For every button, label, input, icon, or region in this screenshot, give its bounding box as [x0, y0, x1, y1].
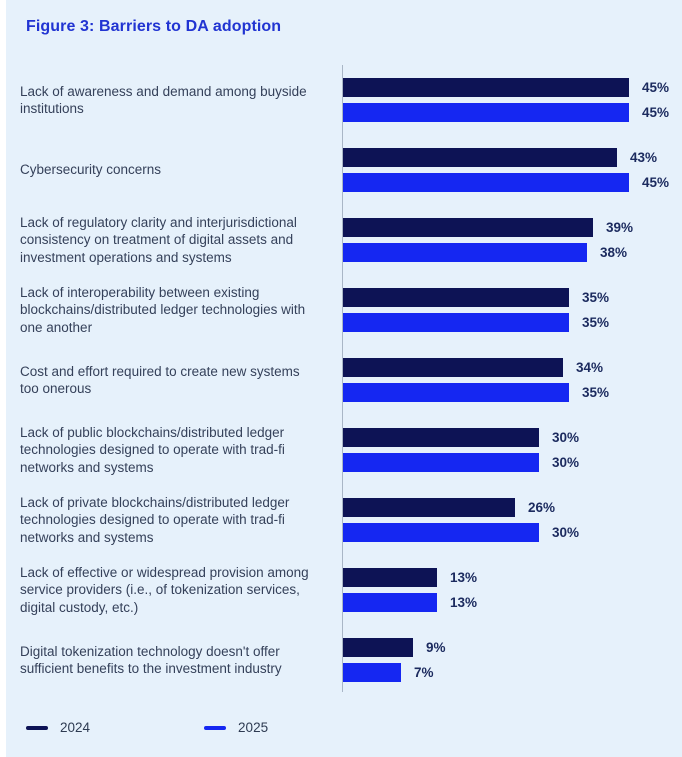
bar-line-2024: 45% [343, 78, 669, 97]
bar-pair: 13% 13% [343, 568, 477, 612]
value-label-2025: 30% [552, 455, 580, 470]
chart-row: Lack of regulatory clarity and interjuri… [6, 206, 682, 274]
bar-pair: 30% 30% [343, 428, 579, 472]
bar-line-2024: 26% [343, 498, 579, 517]
bar-line-2024: 43% [343, 148, 669, 167]
bar-2024 [343, 148, 617, 167]
value-label-2024: 35% [582, 290, 610, 305]
category-label: Cost and effort required to create new s… [20, 363, 300, 396]
value-label-2024: 26% [528, 500, 556, 515]
value-label-2024: 39% [606, 220, 634, 235]
chart-row: Cost and effort required to create new s… [6, 346, 682, 414]
bar-chart: Lack of awareness and demand among buysi… [6, 0, 682, 757]
legend: 2024 2025 [26, 720, 268, 735]
bar-2025 [343, 243, 587, 262]
bar-2024 [343, 218, 593, 237]
bar-pair: 26% 30% [343, 498, 579, 542]
bar-2024 [343, 638, 413, 657]
bar-2025 [343, 523, 539, 542]
value-label-2025: 35% [582, 385, 610, 400]
bar-pair: 45% 45% [343, 78, 669, 122]
value-label-2025: 45% [642, 175, 670, 190]
bar-line-2024: 35% [343, 288, 609, 307]
bar-2024 [343, 78, 629, 97]
bar-line-2024: 30% [343, 428, 579, 447]
bar-2024 [343, 428, 539, 447]
legend-swatch-2024 [26, 725, 48, 730]
value-label-2024: 13% [450, 570, 478, 585]
category-label: Cybersecurity concerns [20, 162, 162, 178]
chart-row: Lack of interoperability between existin… [6, 276, 682, 344]
bar-2025 [343, 383, 569, 402]
bar-line-2025: 30% [343, 523, 579, 542]
category-label: Lack of public blockchains/distributed l… [20, 425, 285, 475]
category-label: Digital tokenization technology doesn't … [20, 643, 282, 676]
chart-row: Lack of public blockchains/distributed l… [6, 416, 682, 484]
legend-swatch-2025 [204, 725, 227, 730]
figure-title: Figure 3: Barriers to DA adoption [26, 18, 282, 35]
bar-line-2025: 7% [343, 663, 446, 682]
bar-pair: 9% 7% [343, 638, 446, 682]
bar-line-2025: 35% [343, 313, 609, 332]
bar-line-2025: 30% [343, 453, 579, 472]
value-label-2024: 9% [426, 640, 446, 655]
chart-row: Lack of private blockchains/distributed … [6, 486, 682, 554]
bar-line-2025: 13% [343, 593, 477, 612]
value-label-2024: 45% [642, 80, 670, 95]
bar-line-2025: 45% [343, 173, 669, 192]
bar-pair: 43% 45% [343, 148, 669, 192]
bar-2025 [343, 313, 569, 332]
value-label-2024: 30% [552, 430, 580, 445]
category-label: Lack of awareness and demand among buysi… [20, 83, 307, 116]
chart-row: Lack of effective or widespread provisio… [6, 556, 682, 624]
category-label: Lack of private blockchains/distributed … [20, 495, 290, 545]
bar-2025 [343, 663, 401, 682]
value-label-2025: 35% [582, 315, 610, 330]
bar-2024 [343, 288, 569, 307]
bar-line-2024: 39% [343, 218, 633, 237]
value-label-2025: 45% [642, 105, 670, 120]
value-label-2025: 38% [600, 245, 628, 260]
value-label-2024: 34% [576, 360, 604, 375]
bar-2025 [343, 103, 629, 122]
category-label: Lack of regulatory clarity and interjuri… [20, 215, 297, 265]
legend-label: 2024 [60, 720, 91, 735]
bar-line-2024: 13% [343, 568, 477, 587]
bar-2025 [343, 453, 539, 472]
bar-2024 [343, 568, 437, 587]
value-label-2025: 13% [450, 595, 478, 610]
value-label-2025: 7% [414, 665, 434, 680]
bar-2025 [343, 173, 629, 192]
bar-2025 [343, 593, 437, 612]
bar-line-2024: 34% [343, 358, 609, 377]
category-label: Lack of effective or widespread provisio… [20, 565, 309, 615]
bar-2024 [343, 498, 515, 517]
legend-item-2024: 2024 [26, 720, 90, 735]
bar-line-2025: 45% [343, 103, 669, 122]
value-label-2025: 30% [552, 525, 580, 540]
bar-line-2025: 35% [343, 383, 609, 402]
category-label: Lack of interoperability between existin… [20, 285, 306, 335]
legend-item-2025: 2025 [204, 720, 268, 735]
y-axis-line [342, 65, 343, 692]
bar-line-2024: 9% [343, 638, 446, 657]
bar-pair: 34% 35% [343, 358, 609, 402]
bar-2024 [343, 358, 563, 377]
chart-row: Digital tokenization technology doesn't … [6, 626, 682, 694]
chart-row: Cybersecurity concerns 43% 45% [6, 136, 682, 204]
bar-pair: 35% 35% [343, 288, 609, 332]
bar-pair: 39% 38% [343, 218, 633, 262]
legend-label: 2025 [238, 720, 269, 735]
bar-line-2025: 38% [343, 243, 633, 262]
value-label-2024: 43% [630, 150, 658, 165]
chart-row: Lack of awareness and demand among buysi… [6, 66, 682, 134]
figure-panel: Figure 3: Barriers to DA adoption Lack o… [6, 0, 682, 757]
